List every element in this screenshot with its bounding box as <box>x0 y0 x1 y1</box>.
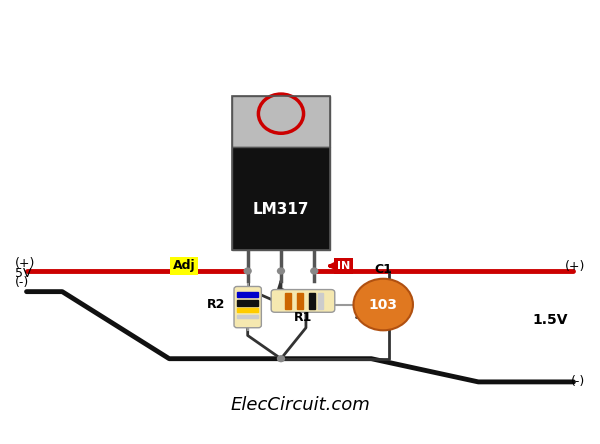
Circle shape <box>277 355 285 362</box>
Text: ElecCircuit.com: ElecCircuit.com <box>230 396 370 414</box>
Text: (-): (-) <box>14 276 29 289</box>
Bar <box>237 301 259 305</box>
Bar <box>298 293 302 309</box>
Bar <box>237 308 259 312</box>
Circle shape <box>277 267 285 274</box>
Bar <box>232 95 330 250</box>
Circle shape <box>259 94 304 133</box>
Text: LM317: LM317 <box>253 202 309 217</box>
Circle shape <box>310 267 319 274</box>
Text: R2: R2 <box>208 298 226 311</box>
Text: C1: C1 <box>374 263 392 276</box>
Text: 103: 103 <box>369 297 398 312</box>
Text: R1: R1 <box>294 311 312 324</box>
Circle shape <box>353 279 413 330</box>
Text: (-): (-) <box>571 376 586 388</box>
Bar <box>237 315 259 318</box>
Bar <box>237 292 259 297</box>
Text: 1.5V: 1.5V <box>532 313 568 327</box>
Text: (+): (+) <box>14 257 35 270</box>
Text: 5V: 5V <box>14 266 31 280</box>
FancyBboxPatch shape <box>271 289 335 312</box>
Bar <box>318 293 323 309</box>
Text: IN: IN <box>337 261 350 271</box>
Circle shape <box>244 267 252 274</box>
Bar <box>309 293 314 309</box>
FancyBboxPatch shape <box>234 286 262 328</box>
Bar <box>232 95 330 147</box>
Bar <box>286 293 291 309</box>
Bar <box>232 147 330 250</box>
Text: Adj: Adj <box>173 259 196 272</box>
Text: (+): (+) <box>565 260 586 274</box>
